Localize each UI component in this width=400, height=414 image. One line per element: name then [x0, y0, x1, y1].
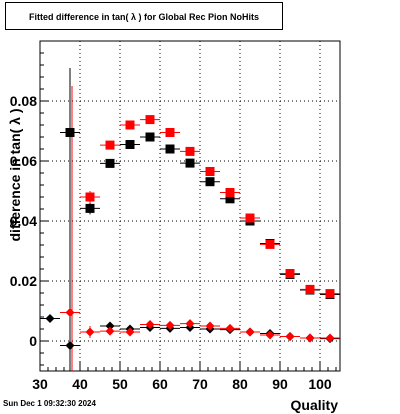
diamond-marker [205, 321, 215, 331]
chart-title: Fitted difference in tan( λ ) for Global… [5, 2, 283, 30]
square-marker [125, 140, 135, 149]
x-tick-label: 40 [72, 376, 88, 392]
y-tick-label: 0.04 [10, 213, 37, 229]
square-marker [325, 289, 335, 299]
data-series [40, 68, 340, 350]
square-marker [145, 132, 155, 142]
square-marker [105, 140, 115, 150]
square-marker [185, 146, 195, 156]
x-axis-title: Quality [291, 397, 339, 413]
diamond-marker [65, 341, 75, 350]
diamond-marker [305, 333, 315, 343]
square-marker [285, 269, 295, 278]
square-marker [85, 192, 95, 202]
diamond-marker [225, 323, 235, 333]
x-tick-label: 80 [232, 376, 248, 392]
diamond-marker [285, 332, 295, 341]
series-group [80, 115, 340, 299]
x-tick-label: 70 [192, 376, 208, 392]
y-tick-label: 0 [29, 333, 37, 349]
y-axis-title: difference in tan( λ ) [7, 108, 23, 241]
diamond-marker [105, 326, 115, 336]
x-tick-label: 30 [32, 376, 48, 392]
square-marker [265, 239, 275, 249]
diamond-marker [65, 308, 75, 317]
square-marker [225, 194, 235, 204]
x-tick-label: 100 [308, 376, 332, 392]
x-tick-label: 90 [272, 376, 288, 392]
diamond-marker [45, 314, 55, 323]
square-marker [205, 167, 215, 176]
square-marker [225, 188, 235, 197]
x-tick-labels: 30 40 50 60 70 80 90 100 [32, 376, 332, 392]
diamond-marker [165, 320, 175, 330]
square-marker [105, 158, 115, 168]
y-tick-labels: 0 0.02 0.04 0.06 0.08 [10, 93, 37, 349]
diamond-marker [85, 327, 95, 337]
diamond-marker [265, 330, 275, 340]
square-marker [125, 120, 135, 130]
square-marker [205, 177, 215, 187]
diamond-marker [125, 327, 135, 337]
square-marker [165, 128, 175, 137]
square-marker [185, 158, 195, 168]
square-marker [85, 203, 95, 213]
diamond-marker [145, 320, 155, 329]
diamond-marker [105, 321, 115, 331]
square-marker [65, 128, 75, 137]
diamond-marker [245, 327, 255, 337]
diamond-marker [185, 319, 195, 329]
x-tick-label: 50 [112, 376, 128, 392]
x-tick-label: 60 [152, 376, 168, 392]
axis-ticks [39, 52, 337, 371]
square-marker [165, 144, 175, 154]
footer-timestamp: Sun Dec 1 09:32:30 2024 [3, 399, 96, 408]
y-tick-label: 0.02 [10, 273, 37, 289]
square-marker [305, 284, 315, 294]
diamond-marker [325, 333, 335, 343]
square-marker [245, 213, 255, 223]
y-tick-label: 0.06 [10, 153, 37, 169]
series-group [60, 308, 340, 343]
y-tick-label: 0.08 [10, 93, 37, 109]
square-marker [145, 115, 155, 125]
